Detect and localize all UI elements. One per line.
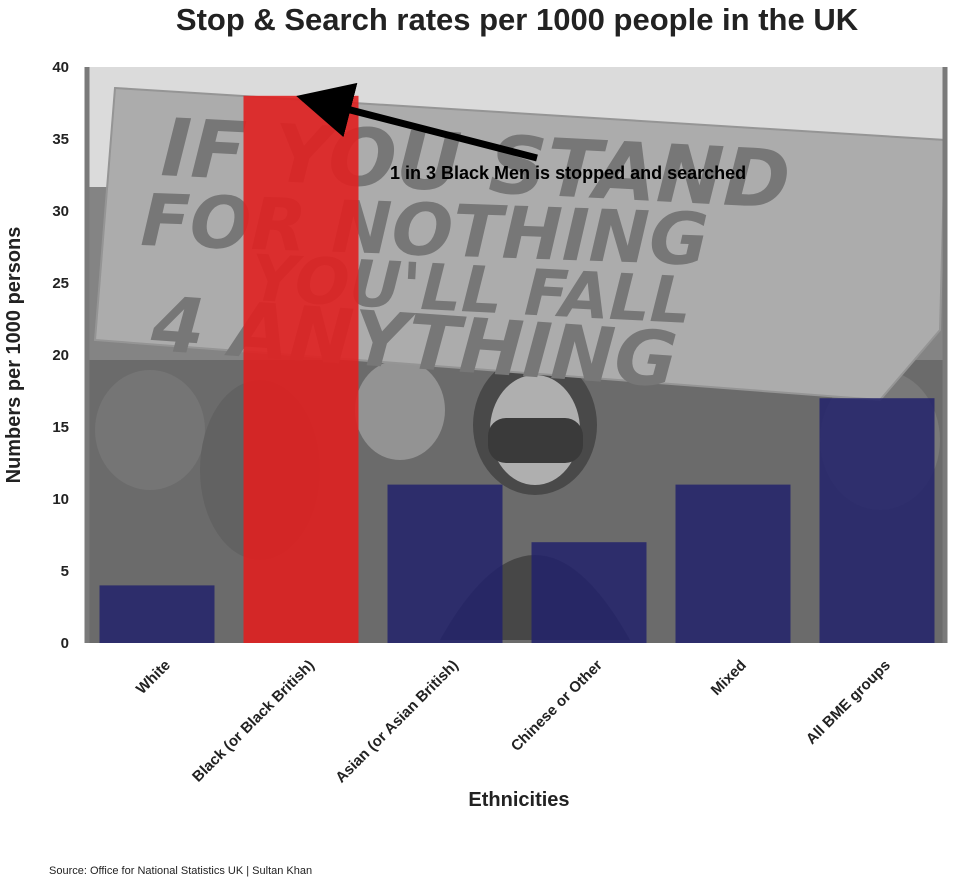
y-tick-label: 0 (61, 635, 69, 652)
y-axis-label: Numbers per 1000 persons (3, 227, 25, 484)
annotation-text: 1 in 3 Black Men is stopped and searched (390, 163, 746, 183)
y-tick-label: 25 (52, 275, 69, 292)
sign-line-2: FOR NOTHING (139, 178, 709, 282)
bar-asian-or-asian-british (387, 484, 503, 643)
bar-chinese-or-other (531, 542, 647, 643)
bar-all-bme-groups (819, 398, 935, 643)
x-tick-label: Asian (or Asian British) (332, 657, 461, 787)
bar-mixed (675, 484, 791, 643)
y-tick-label: 15 (52, 419, 69, 436)
x-tick-label: All BME groups (803, 657, 894, 748)
y-tick-label: 10 (52, 491, 69, 508)
annotation-arrow (296, 82, 538, 162)
y-axis-ticks: 0 5 10 15 20 25 30 35 40 (52, 59, 69, 652)
x-tick-label: Mixed (708, 657, 750, 699)
x-tick-label: Black (or Black British) (189, 657, 318, 786)
y-tick-label: 5 (61, 563, 69, 580)
y-tick-label: 30 (52, 203, 69, 220)
source-note: Source: Office for National Statistics U… (49, 865, 312, 877)
y-tick-label: 35 (52, 131, 69, 148)
y-tick-label: 20 (52, 347, 69, 364)
x-tick-label: White (133, 657, 174, 698)
x-axis-label: Ethnicities (468, 789, 569, 811)
bars-group (99, 95, 935, 644)
x-axis-ticks: White Black (or Black British) Asian (or A… (133, 657, 894, 787)
bar-black-or-black-british (243, 95, 359, 644)
bar-white (99, 585, 215, 643)
x-tick-label: Chinese or Other (508, 657, 606, 755)
chart-title: Stop & Search rates per 1000 people in t… (176, 2, 859, 37)
y-tick-label: 40 (52, 59, 69, 76)
